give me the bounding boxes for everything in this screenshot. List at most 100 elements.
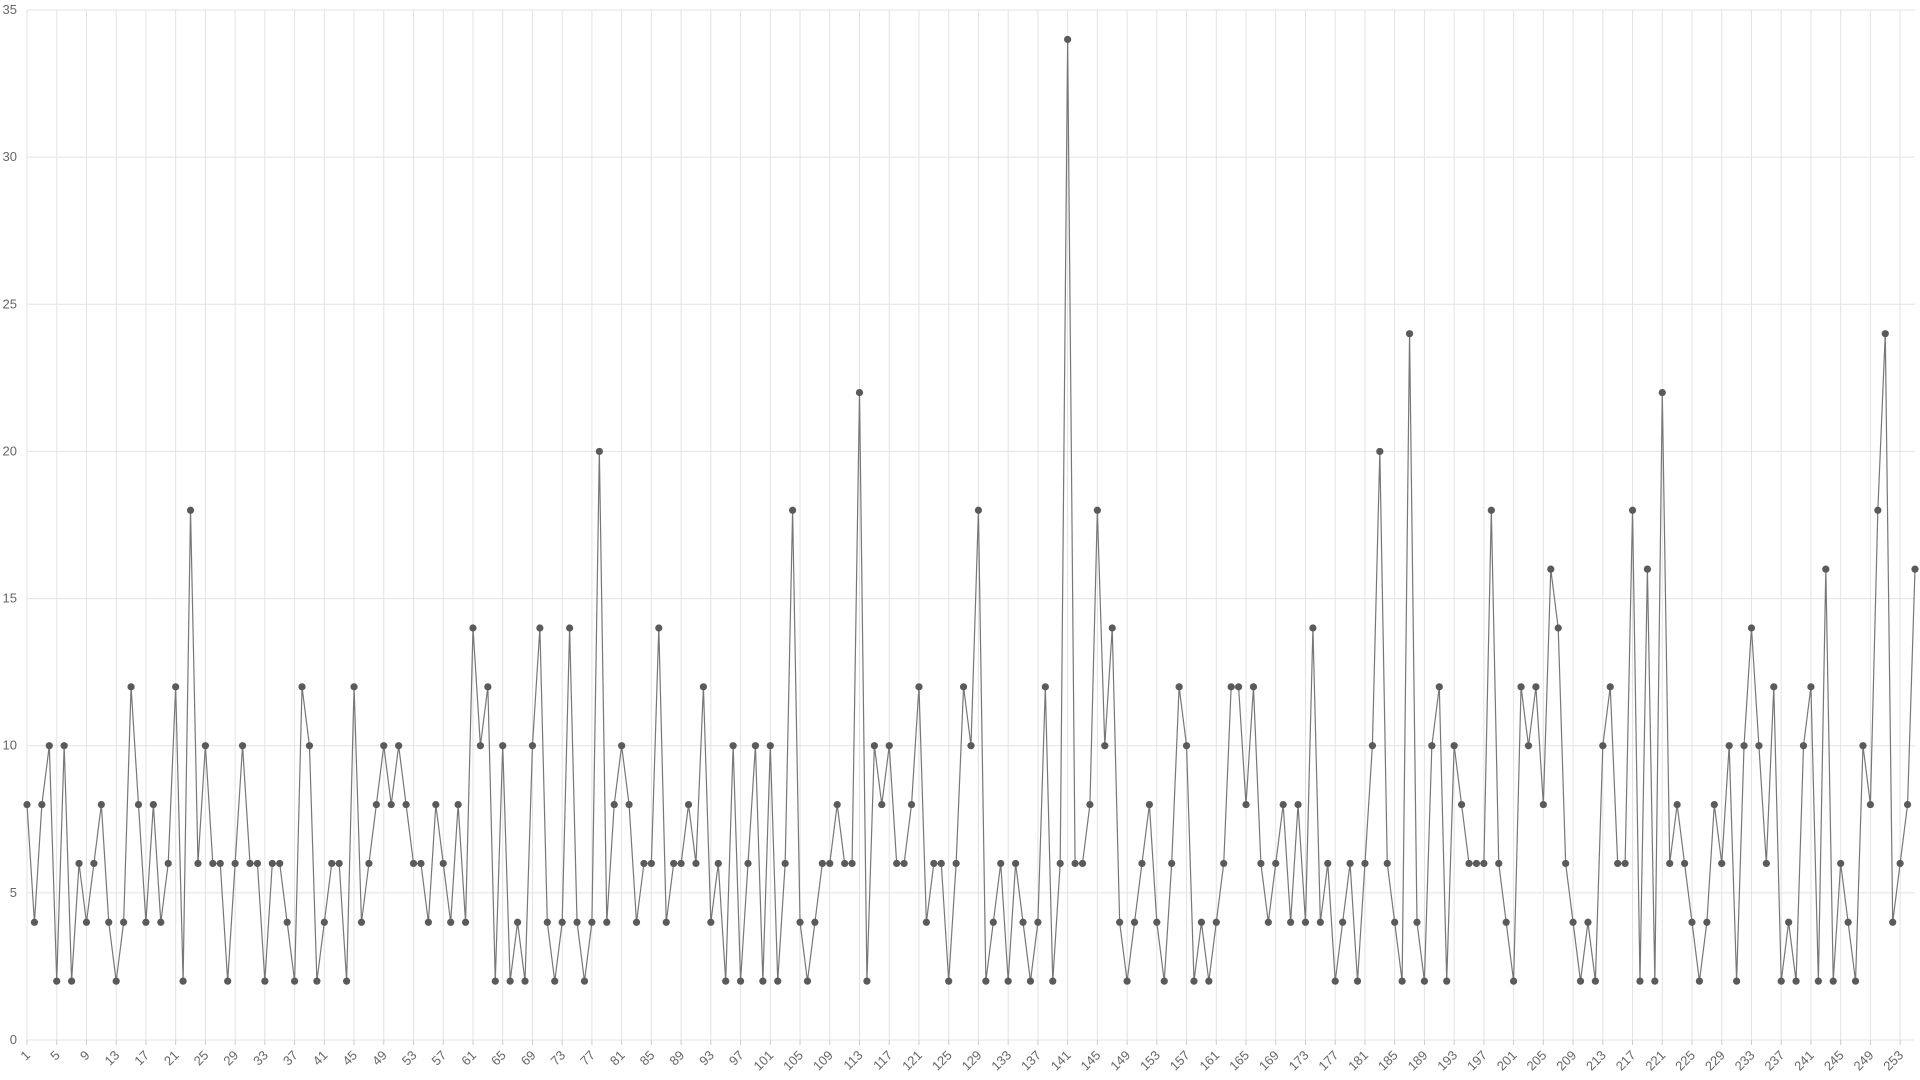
point — [30, 918, 39, 926]
point — [387, 800, 395, 809]
point — [1272, 859, 1280, 868]
point — [439, 859, 447, 868]
point — [1785, 918, 1793, 926]
point — [603, 918, 611, 926]
point — [1287, 918, 1295, 926]
point — [1718, 859, 1726, 868]
point — [1851, 977, 1860, 985]
point — [595, 447, 603, 456]
x-tick-label: 165 — [1226, 1048, 1252, 1074]
x-tick-label: 197 — [1464, 1048, 1490, 1074]
point — [558, 918, 566, 926]
point — [238, 742, 247, 750]
point — [662, 918, 670, 926]
point — [1658, 388, 1666, 397]
point — [120, 918, 128, 926]
point — [1249, 683, 1258, 691]
point — [1034, 918, 1042, 926]
point — [1859, 742, 1867, 750]
point — [974, 506, 983, 514]
x-tick-label: 133 — [988, 1048, 1014, 1074]
point — [930, 859, 938, 868]
point — [261, 977, 269, 985]
x-tick-label: 29 — [220, 1048, 241, 1069]
point — [580, 977, 589, 985]
x-tick-label: 33 — [250, 1048, 271, 1069]
point — [967, 742, 975, 750]
point — [454, 800, 462, 809]
y-tick-label: 10 — [3, 738, 17, 753]
point — [82, 918, 91, 926]
point — [521, 977, 529, 985]
y-tick-label: 35 — [3, 2, 17, 17]
point — [172, 683, 180, 691]
point — [1383, 859, 1391, 868]
point — [543, 918, 551, 926]
point — [744, 859, 752, 868]
point — [922, 918, 931, 926]
point — [1428, 742, 1436, 750]
point — [1896, 859, 1904, 868]
x-tick-label: 37 — [280, 1048, 301, 1069]
point — [1435, 683, 1443, 691]
point — [1391, 918, 1399, 926]
point — [38, 800, 46, 809]
point — [1889, 918, 1897, 926]
point — [424, 918, 432, 926]
point — [789, 506, 797, 514]
point — [1584, 918, 1592, 926]
point — [1064, 35, 1072, 44]
point — [833, 800, 841, 809]
point — [1472, 859, 1481, 868]
point — [796, 918, 804, 926]
point — [588, 918, 596, 926]
point — [1227, 683, 1235, 691]
point — [1145, 800, 1153, 809]
point — [201, 742, 209, 750]
point — [937, 859, 945, 868]
point — [1695, 977, 1704, 985]
point — [298, 683, 306, 691]
point — [677, 859, 685, 868]
point — [97, 800, 105, 809]
point — [655, 624, 663, 632]
point — [818, 859, 826, 868]
point — [1309, 624, 1317, 632]
point — [915, 683, 923, 691]
point — [1703, 918, 1711, 926]
point — [491, 977, 499, 985]
x-tick-label: 129 — [959, 1048, 985, 1074]
point — [1160, 977, 1168, 985]
x-tick-label: 201 — [1494, 1048, 1520, 1074]
point — [610, 800, 618, 809]
x-tick-label: 65 — [488, 1048, 509, 1069]
point — [729, 742, 737, 750]
point — [1405, 330, 1414, 338]
point — [1123, 977, 1131, 985]
x-tick-label: 49 — [369, 1048, 390, 1069]
point — [461, 918, 470, 926]
point — [305, 742, 314, 750]
point — [268, 859, 276, 868]
point — [1606, 683, 1614, 691]
point — [826, 859, 834, 868]
point — [945, 977, 953, 985]
x-tick-label: 241 — [1791, 1048, 1817, 1074]
point — [60, 742, 68, 750]
point — [1376, 447, 1384, 456]
point — [1874, 506, 1882, 514]
point — [1212, 918, 1220, 926]
point — [75, 859, 83, 868]
x-tick-label: 97 — [726, 1048, 747, 1069]
point — [1368, 742, 1376, 750]
point — [90, 859, 98, 868]
point — [216, 859, 224, 868]
point — [1324, 859, 1332, 868]
point — [1666, 859, 1674, 868]
point — [573, 918, 581, 926]
x-tick-label: 137 — [1018, 1048, 1044, 1074]
point — [1621, 859, 1629, 868]
point — [1799, 742, 1808, 750]
point — [209, 859, 217, 868]
